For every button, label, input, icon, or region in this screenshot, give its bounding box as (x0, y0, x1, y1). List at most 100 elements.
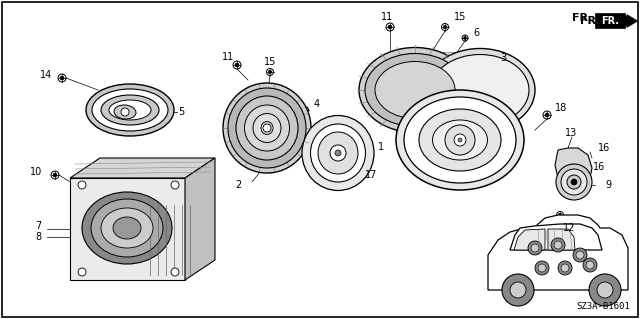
Polygon shape (70, 178, 185, 280)
Ellipse shape (244, 105, 289, 151)
Circle shape (268, 70, 272, 74)
Circle shape (573, 248, 587, 262)
Ellipse shape (236, 96, 298, 160)
Circle shape (53, 173, 57, 177)
Ellipse shape (302, 115, 374, 190)
Circle shape (60, 76, 64, 80)
Text: 12: 12 (563, 223, 575, 233)
Circle shape (583, 158, 587, 162)
Text: 15: 15 (264, 57, 276, 67)
Circle shape (171, 181, 179, 189)
Circle shape (301, 107, 308, 114)
Text: 18: 18 (555, 103, 567, 113)
Text: 2: 2 (235, 180, 241, 190)
Text: 8: 8 (35, 232, 41, 242)
Ellipse shape (433, 120, 488, 160)
Text: 16: 16 (598, 143, 611, 153)
Circle shape (502, 274, 534, 306)
Text: 14: 14 (40, 70, 52, 80)
Circle shape (263, 124, 271, 132)
Ellipse shape (109, 100, 151, 120)
Circle shape (571, 179, 577, 185)
Text: 16: 16 (593, 162, 605, 172)
Circle shape (367, 144, 373, 150)
Text: 9: 9 (605, 180, 611, 190)
Circle shape (444, 25, 447, 29)
Circle shape (355, 167, 358, 169)
Circle shape (531, 244, 539, 252)
Polygon shape (488, 215, 628, 290)
Circle shape (171, 268, 179, 276)
Ellipse shape (425, 48, 535, 131)
Circle shape (589, 274, 621, 306)
Ellipse shape (318, 132, 358, 174)
Text: 4: 4 (314, 99, 320, 109)
Circle shape (335, 150, 341, 156)
Circle shape (303, 108, 307, 112)
Ellipse shape (82, 192, 172, 264)
Text: 11: 11 (381, 12, 393, 22)
Polygon shape (555, 148, 592, 185)
Text: 1: 1 (378, 142, 384, 152)
Circle shape (558, 213, 562, 217)
Polygon shape (70, 158, 215, 178)
Ellipse shape (92, 89, 168, 131)
Polygon shape (185, 158, 215, 280)
Circle shape (597, 282, 613, 298)
Ellipse shape (113, 217, 141, 239)
Circle shape (442, 24, 449, 31)
Circle shape (561, 169, 587, 195)
Ellipse shape (431, 55, 529, 125)
Ellipse shape (359, 48, 471, 132)
Ellipse shape (91, 199, 163, 257)
Text: FR.: FR. (572, 13, 593, 23)
Circle shape (554, 241, 562, 249)
Ellipse shape (114, 105, 136, 119)
Circle shape (51, 171, 59, 179)
Circle shape (121, 108, 129, 116)
Ellipse shape (101, 208, 153, 248)
Text: 17: 17 (365, 170, 378, 180)
Text: FR.: FR. (580, 16, 600, 26)
Circle shape (543, 111, 551, 119)
Polygon shape (548, 229, 575, 250)
Ellipse shape (404, 97, 516, 183)
Circle shape (330, 145, 346, 161)
Circle shape (58, 74, 66, 82)
Ellipse shape (261, 122, 273, 135)
Ellipse shape (310, 124, 365, 182)
Circle shape (538, 264, 546, 272)
Ellipse shape (419, 109, 501, 171)
Text: 5: 5 (178, 107, 184, 117)
Ellipse shape (101, 95, 159, 125)
Circle shape (78, 268, 86, 276)
Circle shape (369, 145, 371, 149)
Circle shape (561, 264, 569, 272)
Text: 10: 10 (29, 167, 42, 177)
Circle shape (582, 157, 589, 164)
Polygon shape (510, 224, 602, 250)
Ellipse shape (396, 90, 524, 190)
Ellipse shape (86, 84, 174, 136)
Text: FR.: FR. (601, 16, 619, 26)
Ellipse shape (253, 114, 281, 143)
Circle shape (558, 261, 572, 275)
Circle shape (557, 211, 563, 219)
Circle shape (558, 156, 562, 160)
Ellipse shape (223, 83, 311, 173)
Ellipse shape (375, 62, 455, 118)
Text: 15: 15 (454, 12, 467, 22)
Polygon shape (595, 13, 625, 28)
Circle shape (233, 61, 241, 69)
Circle shape (545, 113, 549, 117)
Circle shape (235, 63, 239, 67)
Circle shape (458, 138, 462, 142)
Circle shape (388, 25, 392, 29)
Circle shape (462, 35, 468, 41)
Circle shape (445, 125, 475, 155)
Circle shape (551, 238, 565, 252)
Circle shape (567, 175, 581, 189)
Circle shape (266, 69, 273, 76)
Text: 3: 3 (500, 53, 506, 63)
Circle shape (583, 258, 597, 272)
